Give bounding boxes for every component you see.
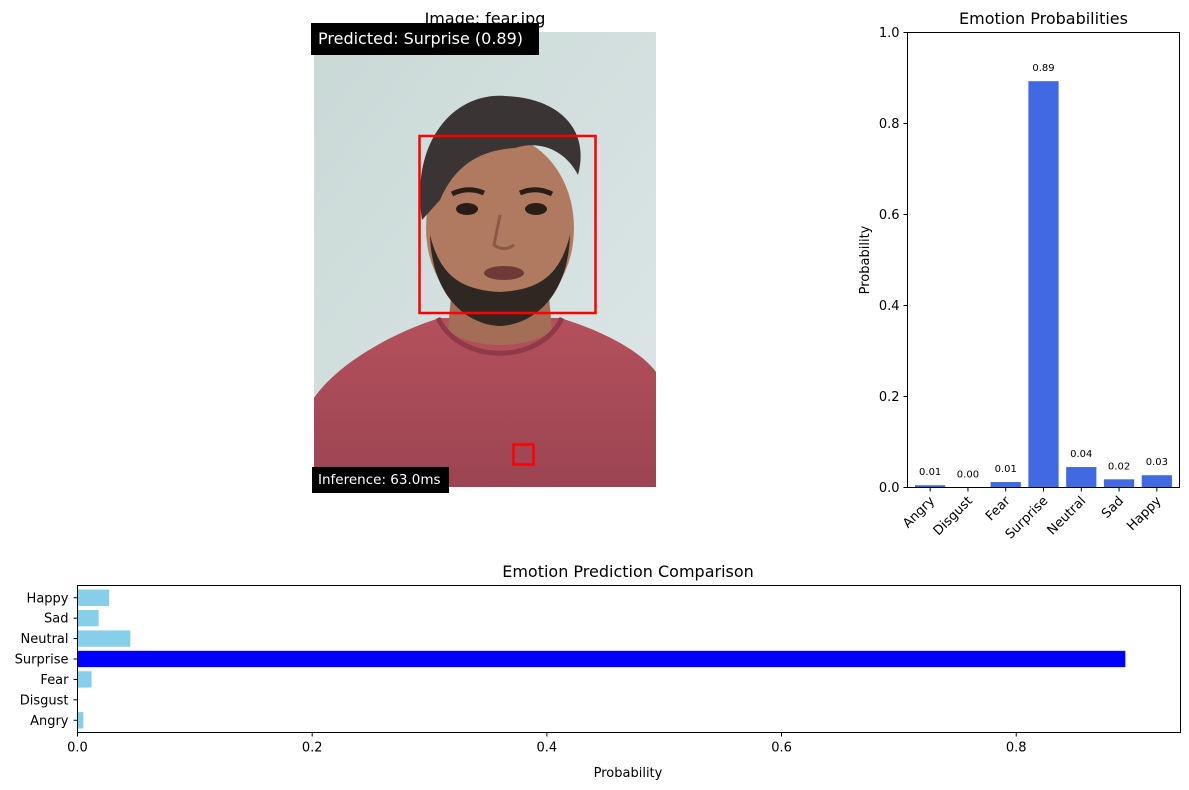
photo-beard xyxy=(430,235,570,326)
hbar-xtick-0-6: 0.6 xyxy=(771,741,792,756)
vbar-ytick-0-4: 0.4 xyxy=(879,299,900,314)
hbar-ytick-happy: Happy xyxy=(27,591,69,606)
hbar-sad xyxy=(77,610,99,627)
vbar-angry xyxy=(915,485,946,488)
hbar-xtick-0-0: 0.0 xyxy=(67,741,88,756)
photo xyxy=(314,32,656,487)
vbar-neutral xyxy=(1066,467,1097,488)
photo-eye-left xyxy=(456,203,478,215)
vbar-ytick-0-6: 0.6 xyxy=(879,208,900,223)
vbar-xtick-sad: Sad xyxy=(1099,494,1127,522)
face-detection-box xyxy=(418,134,597,315)
hbar-xtick-0-8: 0.8 xyxy=(1006,741,1027,756)
vbar-ytick-1-0: 1.0 xyxy=(879,26,900,41)
vbar-data-label-happy: 0.03 xyxy=(1146,457,1168,468)
photo-eye-right xyxy=(525,203,547,215)
hbar-surprise xyxy=(77,650,1126,668)
hbar-xlabel: Probability xyxy=(594,766,663,781)
vbar-ytick-0-0: 0.0 xyxy=(879,481,900,496)
hbar-xtick-0-2: 0.2 xyxy=(302,741,323,756)
photo-torso xyxy=(314,318,656,487)
vbar-data-label-fear: 0.01 xyxy=(995,464,1017,475)
photo-hair xyxy=(420,95,581,220)
predicted-label-background xyxy=(311,23,539,55)
vbar-ytick-0-8: 0.8 xyxy=(879,117,900,132)
emotion-probabilities-chart: Emotion Probabilities Probability 0.01 0.… xyxy=(858,9,1180,542)
hbar-ytick-disgust: Disgust xyxy=(20,693,69,708)
inference-label-background xyxy=(312,467,449,493)
vbar-ytick-0-2: 0.2 xyxy=(879,390,900,405)
vbar-xtick-neutral: Neutral xyxy=(1045,494,1090,539)
vbar-data-label-disgust: 0.00 xyxy=(957,470,979,481)
emotion-comparison-chart: Emotion Prediction Comparison Probabilit… xyxy=(15,562,1181,781)
hbar-ytick-sad: Sad xyxy=(44,612,68,627)
vbar-surprise xyxy=(1028,81,1059,488)
photo-collar xyxy=(435,316,565,356)
vbar-title: Emotion Probabilities xyxy=(959,9,1128,28)
hbar-ytick-angry: Angry xyxy=(30,714,69,729)
vbar-data-label-angry: 0.01 xyxy=(919,467,941,478)
hbar-neutral xyxy=(77,630,131,647)
vbar-axes-frame xyxy=(907,32,1180,488)
hbar-ytick-surprise: Surprise xyxy=(15,653,69,668)
vbar-data-label-sad: 0.02 xyxy=(1108,461,1130,472)
vbar-data-label-surprise: 0.89 xyxy=(1032,63,1054,74)
small-detection-box xyxy=(512,443,535,466)
vbar-ylabel: Probability xyxy=(858,225,873,294)
vbar-xtick-disgust: Disgust xyxy=(931,494,976,539)
photo-brow-right xyxy=(518,187,554,197)
photo-face xyxy=(426,136,574,320)
vbar-xtick-happy: Happy xyxy=(1124,494,1164,534)
predicted-label: Predicted: Surprise (0.89) xyxy=(318,29,523,48)
hbar-title: Emotion Prediction Comparison xyxy=(502,562,754,581)
photo-nose xyxy=(492,214,515,250)
photo-mouth xyxy=(484,266,524,280)
vbar-data-label-neutral: 0.04 xyxy=(1070,449,1092,460)
hbar-xtick-0-4: 0.4 xyxy=(537,741,558,756)
inference-label: Inference: 63.0ms xyxy=(318,472,441,488)
vbar-fear xyxy=(990,482,1021,488)
hbar-ytick-neutral: Neutral xyxy=(21,632,69,647)
hbar-angry xyxy=(77,712,84,729)
photo-brow-left xyxy=(450,187,486,197)
hbar-fear xyxy=(77,671,92,688)
vbar-happy xyxy=(1141,475,1172,488)
vbar-xtick-fear: Fear xyxy=(983,493,1014,524)
vbar-sad xyxy=(1103,479,1135,488)
image-panel: Image: fear.jpg xyxy=(311,9,656,493)
hbar-axes-frame xyxy=(77,585,1181,733)
hbar-happy xyxy=(77,589,110,606)
hbar-ytick-fear: Fear xyxy=(40,673,69,688)
